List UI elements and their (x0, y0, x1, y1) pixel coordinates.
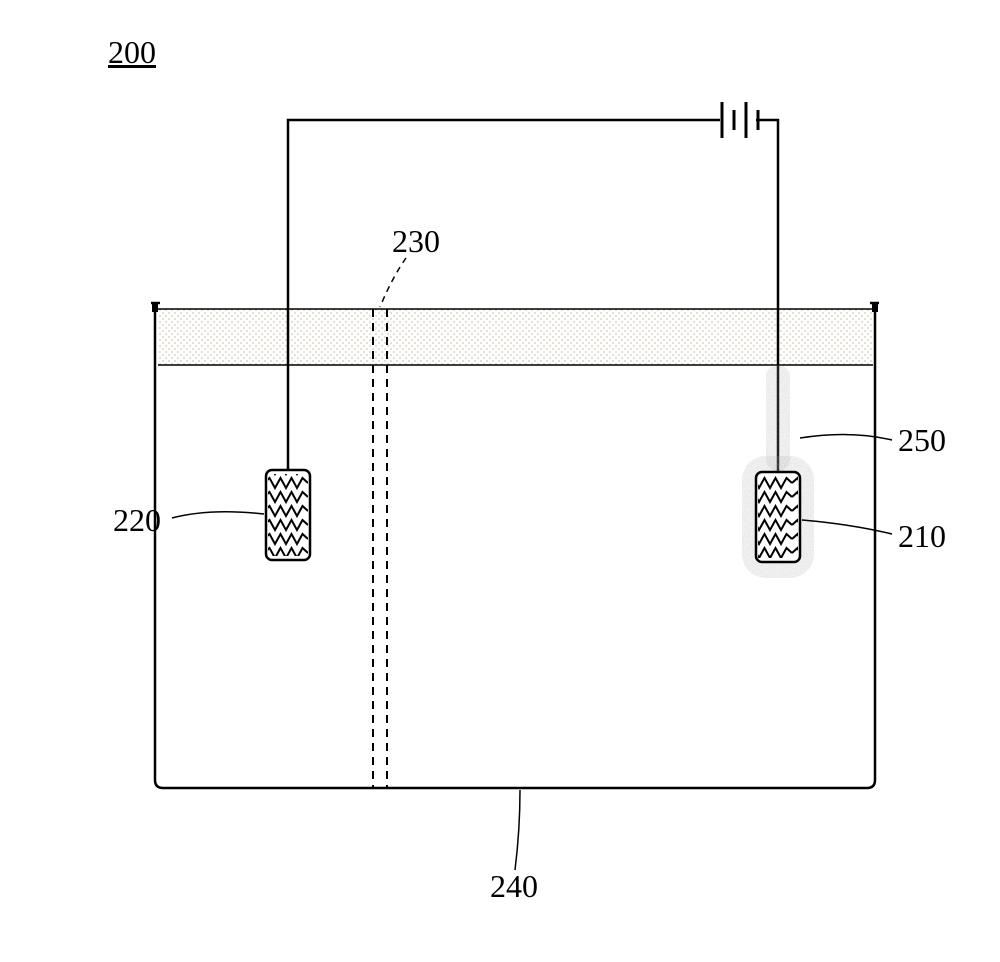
label-230: 230 (392, 223, 440, 260)
electrode-right (756, 472, 800, 562)
label-210: 210 (898, 518, 946, 555)
diagram-svg (0, 0, 1000, 962)
figure-label-200: 200 (108, 34, 156, 71)
label-240: 240 (490, 868, 538, 905)
label-220: 220 (113, 502, 161, 539)
circuit-wire (288, 120, 778, 472)
electrode-left (266, 470, 310, 560)
label-250: 250 (898, 422, 946, 459)
separator (373, 309, 387, 787)
battery-icon (722, 102, 758, 138)
